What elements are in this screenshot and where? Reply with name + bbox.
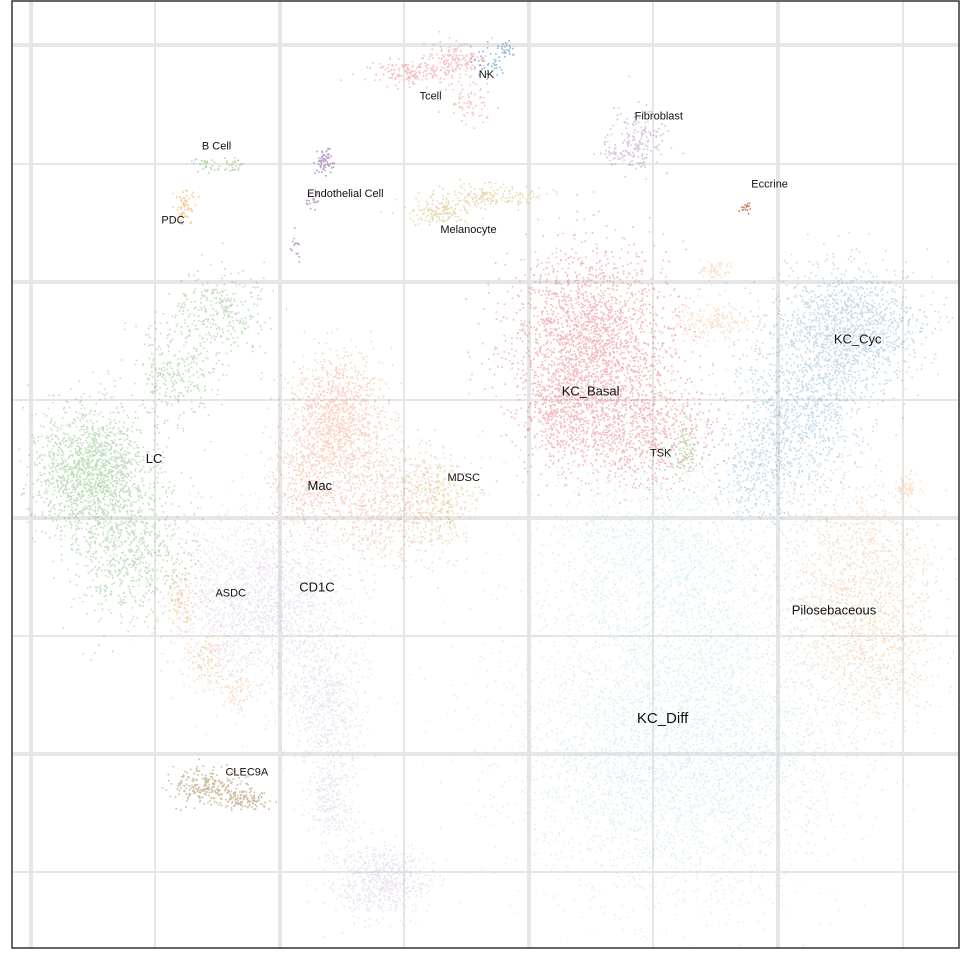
cluster-point-cloud [385, 429, 485, 564]
panel-border [11, 0, 960, 949]
cluster-label-fibroblast: Fibroblast [635, 110, 683, 122]
cluster-label-endothelial-cell: Endothelial Cell [307, 188, 383, 200]
cluster-points-pilosebaceous [654, 259, 957, 791]
cluster-point-cloud [465, 191, 766, 531]
cluster-point-cloud [738, 202, 751, 215]
cluster-label-cd1c: CD1C [299, 580, 334, 595]
cluster-label-b-cell: B Cell [202, 141, 231, 153]
cluster-points-kc-basal [465, 191, 766, 531]
cluster-points-lc [18, 242, 288, 661]
cluster-label-lc: LC [146, 451, 163, 466]
cluster-point-cloud [654, 259, 957, 791]
cluster-point-cloud [340, 30, 499, 129]
cluster-label-kc-diff: KC_Diff [637, 710, 689, 727]
cluster-label-nk: NK [479, 69, 495, 81]
cluster-label-kc-basal: KC_Basal [562, 384, 620, 399]
cluster-label-eccrine: Eccrine [751, 179, 788, 191]
cluster-label-kc-cyc: KC_Cyc [834, 331, 882, 346]
cluster-point-cloud [191, 157, 244, 174]
cluster-label-tcell: Tcell [420, 91, 442, 103]
cluster-points-nk [470, 39, 515, 80]
cluster-point-cloud [130, 454, 461, 938]
cluster-point-cloud [258, 328, 491, 589]
cluster-point-cloud [593, 75, 685, 180]
cluster-point-cloud [153, 563, 251, 712]
cluster-points-mdsc [385, 429, 485, 564]
cluster-point-cloud [708, 231, 954, 544]
cluster-points-asdc [153, 563, 251, 712]
cluster-label-pdc: PDC [161, 215, 184, 227]
cluster-point-cloud [161, 758, 278, 811]
cluster-points-cd1c [130, 454, 461, 938]
points-layer [18, 30, 957, 947]
cluster-labels: NK Tcell Fibroblast B Cell Endothelial Cell E… [146, 69, 882, 779]
cluster-label-tsk: TSK [650, 448, 672, 460]
cluster-label-clec9a: CLEC9A [225, 767, 268, 779]
cluster-label-mac: Mac [307, 478, 332, 493]
cluster-points-tcell [340, 30, 499, 129]
cluster-points-mac [258, 328, 491, 589]
cluster-point-cloud [172, 189, 200, 225]
grid [12, 1, 959, 948]
cluster-label-pilosebaceous: Pilosebaceous [792, 602, 877, 617]
cluster-points-fibroblast [593, 75, 685, 180]
cluster-points-b-cell [191, 157, 244, 174]
cluster-label-melanocyte: Melanocyte [440, 224, 496, 236]
cluster-points-clec9a [161, 758, 278, 811]
cluster-point-cloud [470, 39, 515, 80]
cluster-point-cloud [18, 242, 288, 661]
cluster-points-pdc [172, 189, 200, 225]
cluster-points-eccrine [738, 202, 751, 215]
cluster-label-mdsc: MDSC [448, 472, 480, 484]
cluster-label-asdc: ASDC [215, 588, 246, 600]
cluster-points-kc-cyc [708, 231, 954, 544]
